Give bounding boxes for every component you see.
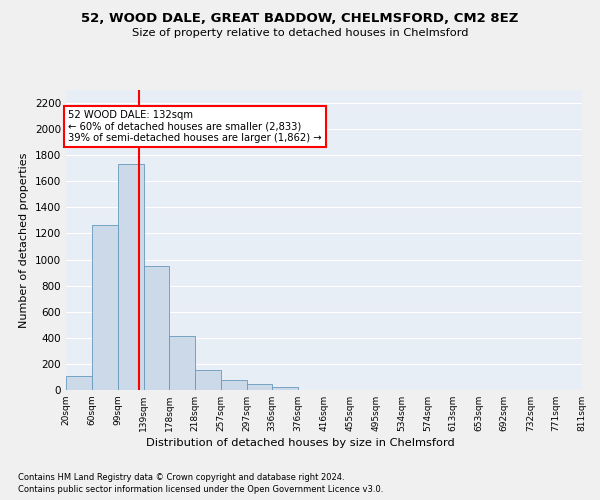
Text: Contains HM Land Registry data © Crown copyright and database right 2024.: Contains HM Land Registry data © Crown c… [18,472,344,482]
Text: 52 WOOD DALE: 132sqm
← 60% of detached houses are smaller (2,833)
39% of semi-de: 52 WOOD DALE: 132sqm ← 60% of detached h… [68,110,322,143]
Bar [195,370,221,390]
Text: Size of property relative to detached houses in Chelmsford: Size of property relative to detached ho… [132,28,468,38]
Y-axis label: Number of detached properties: Number of detached properties [19,152,29,328]
Bar [247,384,272,390]
Bar [143,266,169,390]
Text: 52, WOOD DALE, GREAT BADDOW, CHELMSFORD, CM2 8EZ: 52, WOOD DALE, GREAT BADDOW, CHELMSFORD,… [82,12,518,26]
Text: Distribution of detached houses by size in Chelmsford: Distribution of detached houses by size … [146,438,454,448]
Bar [92,225,118,390]
Text: Contains public sector information licensed under the Open Government Licence v3: Contains public sector information licen… [18,485,383,494]
Bar [169,336,195,390]
Bar [272,386,298,390]
Bar [66,376,92,390]
Bar [118,164,143,390]
Bar [221,380,247,390]
